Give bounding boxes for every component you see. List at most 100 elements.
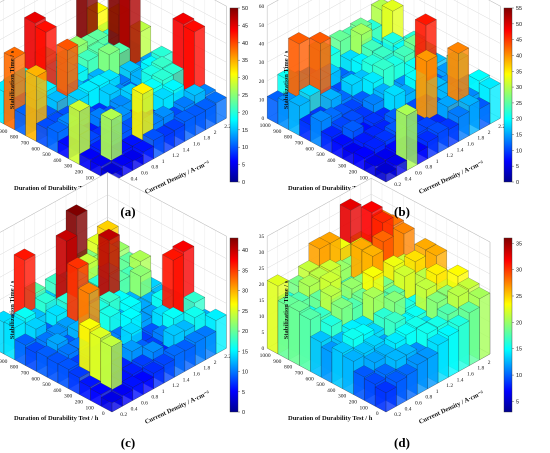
x-tick-label: 2.2 [224,124,231,130]
x-tick-label: 1.6 [467,372,474,378]
y-tick-label: 200 [349,400,358,406]
y-tick-label: 300 [338,164,347,170]
z-axis-label: Stabilization Time / s [9,50,16,109]
x-tick-label: 1.4 [183,147,190,153]
x-tick-label: 1.6 [193,142,200,148]
x-tick-label: 2.2 [498,124,505,130]
bar [68,99,91,165]
colorbar-tick-label: 15 [516,347,522,353]
bar [374,381,397,413]
y-tick-label: 100 [360,405,369,411]
x-tick-label: 1 [436,159,439,165]
z-tick-label: 5 [261,330,264,336]
colorbar-tick-label: 20 [242,110,248,116]
z-gridline [267,0,501,26]
y-axis-label: Duration of Durability Test / h [14,415,99,422]
y-tick-label: 400 [327,158,336,164]
chart-panel-b: 0.20.40.60.811.21.41.61.822.201002003004… [259,0,522,196]
colorbar-gradient [503,237,513,413]
y-tick-label: 300 [64,394,73,400]
x-tick-label: 0.6 [141,401,148,407]
y-tick-label: 800 [10,135,19,141]
colorbar-tick-label: 35 [242,268,248,274]
x-tick-label: 1.6 [193,372,200,378]
y-tick-label: 400 [327,388,336,394]
y-tick-label: 600 [32,146,41,152]
z-tick-label: 25 [259,266,265,272]
z-tick-label: 20 [259,79,265,85]
x-tick-label: 1.6 [467,142,474,148]
z-gridline [267,177,491,243]
y-tick-label: 200 [349,170,358,176]
y-tick-label: 0 [102,411,105,417]
y-tick-label: 800 [284,365,293,371]
y-tick-label: 1000 [260,123,271,129]
colorbar-tick-label: 45 [242,23,248,29]
z-gridline [267,0,501,44]
colorbar-tick-label: 5 [516,164,519,170]
x-tick-label: 2 [488,130,491,136]
y-tick-label: 900 [0,129,8,135]
y-tick-label: 100 [86,405,95,411]
z-tick-label: 0 [261,346,264,352]
y-tick-label: 400 [53,158,62,164]
y-tick-label: 500 [316,152,325,158]
y-tick-label: 900 [273,129,282,135]
colorbar-tick-label: 35 [516,241,522,247]
colorbar-tick-label: 25 [516,101,522,107]
y-tick-label: 0 [376,411,379,417]
y-tick-label: 500 [42,152,51,158]
y-tick-label: 400 [53,388,62,394]
colorbar-tick-label: 30 [242,289,248,295]
colorbar-gradient [503,7,513,183]
colorbar-tick-label: 5 [242,390,245,396]
x-tick-label: 1 [162,389,165,395]
x-tick-label: 1 [162,159,165,165]
y-tick-label: 700 [21,141,30,147]
x-tick-label: 0.2 [394,412,401,418]
colorbar-tick-label: 50 [516,22,522,28]
y-tick-label: 300 [338,394,347,400]
z-gridline [0,0,227,26]
z-tick-label: 50 [259,23,265,29]
z-tick-label: 30 [259,250,265,256]
colorbar-tick-label: 20 [242,329,248,335]
panel-label-a: (a) [120,204,135,219]
colorbar-tick-label: 10 [516,148,522,154]
z-axis-label: Stabilization Time / s [283,280,290,339]
x-tick-label: 1.8 [477,366,484,372]
z-tick-label: 30 [259,60,265,66]
colorbar-tick-label: 25 [242,93,248,99]
x-tick-label: 1.2 [172,153,179,159]
colorbar-gradient [229,237,239,413]
x-tick-label: 1.8 [477,136,484,142]
y-tick-label: 200 [75,400,84,406]
colorbar-tick-label: 35 [516,69,522,75]
y-tick-label: 500 [42,382,51,388]
x-tick-label: 0.6 [141,171,148,177]
panel-label-b: (b) [394,204,410,219]
x-tick-label: 1.2 [446,153,453,159]
x-tick-label: 1.2 [446,383,453,389]
y-tick-label: 300 [64,164,73,170]
y-tick-label: 600 [32,376,41,382]
bar [100,391,123,413]
y-tick-label: 800 [10,365,19,371]
colorbar-tick-label: 0 [242,180,245,186]
x-tick-label: 2 [214,360,217,366]
bars [266,198,491,413]
z-tick-label: 10 [259,314,265,320]
x-tick-label: 0.4 [405,406,412,412]
y-tick-label: 700 [295,371,304,377]
colorbar-tick-label: 40 [242,248,248,254]
chart-panel-c: 0.20.40.60.811.21.41.61.822.201002003004… [0,171,248,426]
z-tick-label: 35 [259,234,265,240]
panel-label-d: (d) [394,435,410,450]
y-tick-label: 600 [306,376,315,382]
z-tick-label: 40 [259,42,265,48]
z-tick-label: 10 [259,98,265,104]
colorbar-tick-label: 45 [516,38,522,44]
colorbar-tick-label: 50 [242,6,248,12]
y-tick-label: 700 [295,141,304,147]
